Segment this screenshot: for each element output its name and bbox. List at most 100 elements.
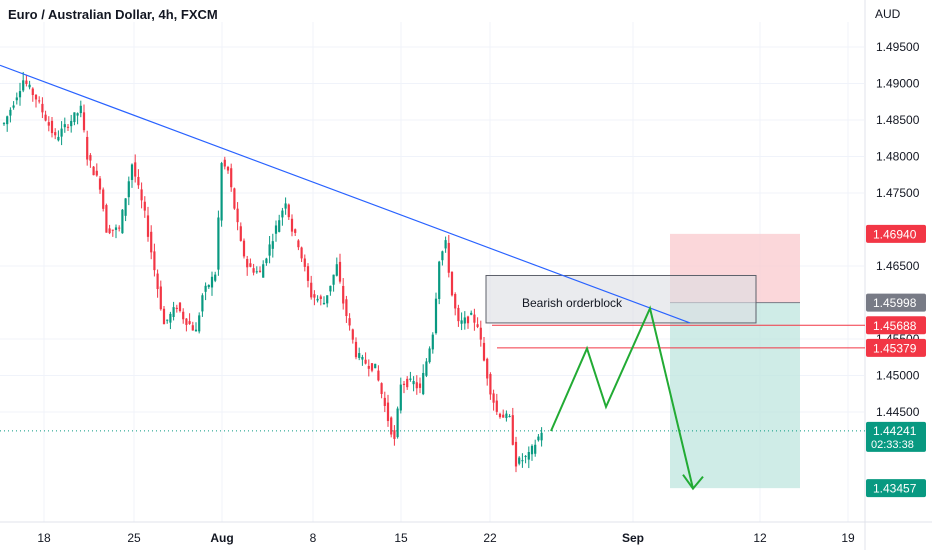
candle-body — [447, 242, 450, 273]
candle — [12, 101, 15, 110]
y-tick-label: 1.49500 — [876, 40, 920, 54]
candle — [402, 381, 406, 394]
candle-body — [41, 103, 44, 113]
candle — [236, 202, 239, 231]
candle — [191, 321, 194, 331]
candle — [50, 117, 54, 138]
candle — [508, 414, 511, 418]
candle — [210, 271, 214, 296]
candle — [252, 263, 255, 276]
candle-body — [537, 436, 540, 441]
candle-body — [502, 414, 505, 418]
candle — [495, 393, 498, 415]
candle — [239, 222, 242, 242]
candle-body — [418, 383, 422, 388]
candle — [322, 296, 326, 305]
candle — [25, 74, 28, 87]
candle — [70, 114, 73, 133]
candle — [409, 371, 412, 382]
candle — [511, 407, 514, 446]
candle-body — [470, 312, 473, 315]
candle-body — [489, 374, 492, 395]
candle-body — [111, 229, 114, 231]
y-tick-label: 1.48000 — [876, 150, 920, 164]
candle — [159, 280, 162, 311]
candle-body — [498, 413, 502, 418]
candle — [140, 182, 143, 209]
candle-body — [73, 112, 76, 123]
candle-body — [364, 359, 367, 364]
candle-body — [239, 226, 242, 241]
candle — [310, 275, 313, 300]
candle-body — [348, 318, 351, 326]
candle — [415, 375, 418, 395]
candle — [428, 346, 431, 364]
candle — [537, 434, 540, 442]
candle — [278, 214, 281, 233]
candle — [489, 372, 492, 400]
candle — [505, 410, 508, 422]
candle — [274, 220, 278, 242]
y-tick-label: 1.44500 — [876, 405, 920, 419]
candle — [127, 176, 130, 206]
candle — [518, 456, 521, 466]
candle-body — [201, 295, 204, 312]
candle — [332, 274, 335, 292]
candle — [345, 295, 348, 323]
candle-body — [534, 444, 537, 454]
candle — [386, 394, 390, 427]
candle — [34, 94, 38, 108]
candle — [146, 206, 150, 242]
candle — [201, 293, 204, 317]
candle — [82, 104, 86, 133]
candle — [281, 207, 284, 226]
candle-body — [303, 258, 306, 267]
candle-body — [367, 365, 370, 369]
level-tag-bg — [866, 316, 926, 335]
candle — [502, 409, 505, 418]
candle — [220, 161, 223, 227]
candle — [383, 391, 386, 413]
candle — [182, 308, 185, 324]
candle-body — [300, 247, 303, 259]
x-tick-label: 18 — [37, 531, 51, 545]
candle — [66, 123, 70, 131]
level-tag-text: 1.45379 — [873, 341, 917, 355]
candle — [258, 266, 262, 273]
candle — [143, 196, 146, 218]
candle — [444, 236, 447, 253]
candle-body — [351, 329, 354, 340]
candle — [271, 233, 274, 258]
candle-body — [393, 430, 396, 439]
candle-body — [294, 229, 297, 233]
candle-body — [114, 227, 118, 230]
candle-body — [370, 363, 374, 371]
candle — [300, 246, 303, 262]
candle — [102, 187, 105, 212]
current-price-text: 1.44241 — [873, 424, 917, 438]
candle — [335, 257, 338, 277]
candle-body — [44, 114, 47, 121]
target-tag-bg — [866, 479, 926, 498]
candle-body — [223, 159, 226, 167]
candle-body — [383, 397, 386, 406]
candle-body — [540, 432, 543, 441]
candle-body — [524, 455, 527, 457]
candle — [98, 176, 102, 194]
candle-body — [386, 402, 390, 422]
candle-body — [450, 271, 454, 296]
candle-body — [463, 317, 466, 324]
x-tick-label: Aug — [210, 531, 233, 545]
candle — [217, 210, 220, 276]
candle-body — [140, 189, 143, 201]
candle — [130, 163, 134, 188]
candle — [457, 304, 460, 327]
candle-body — [108, 228, 111, 234]
candle — [15, 92, 18, 105]
candle — [319, 294, 322, 306]
candle-body — [50, 120, 54, 134]
candle-body — [38, 100, 41, 102]
candle — [438, 260, 441, 305]
